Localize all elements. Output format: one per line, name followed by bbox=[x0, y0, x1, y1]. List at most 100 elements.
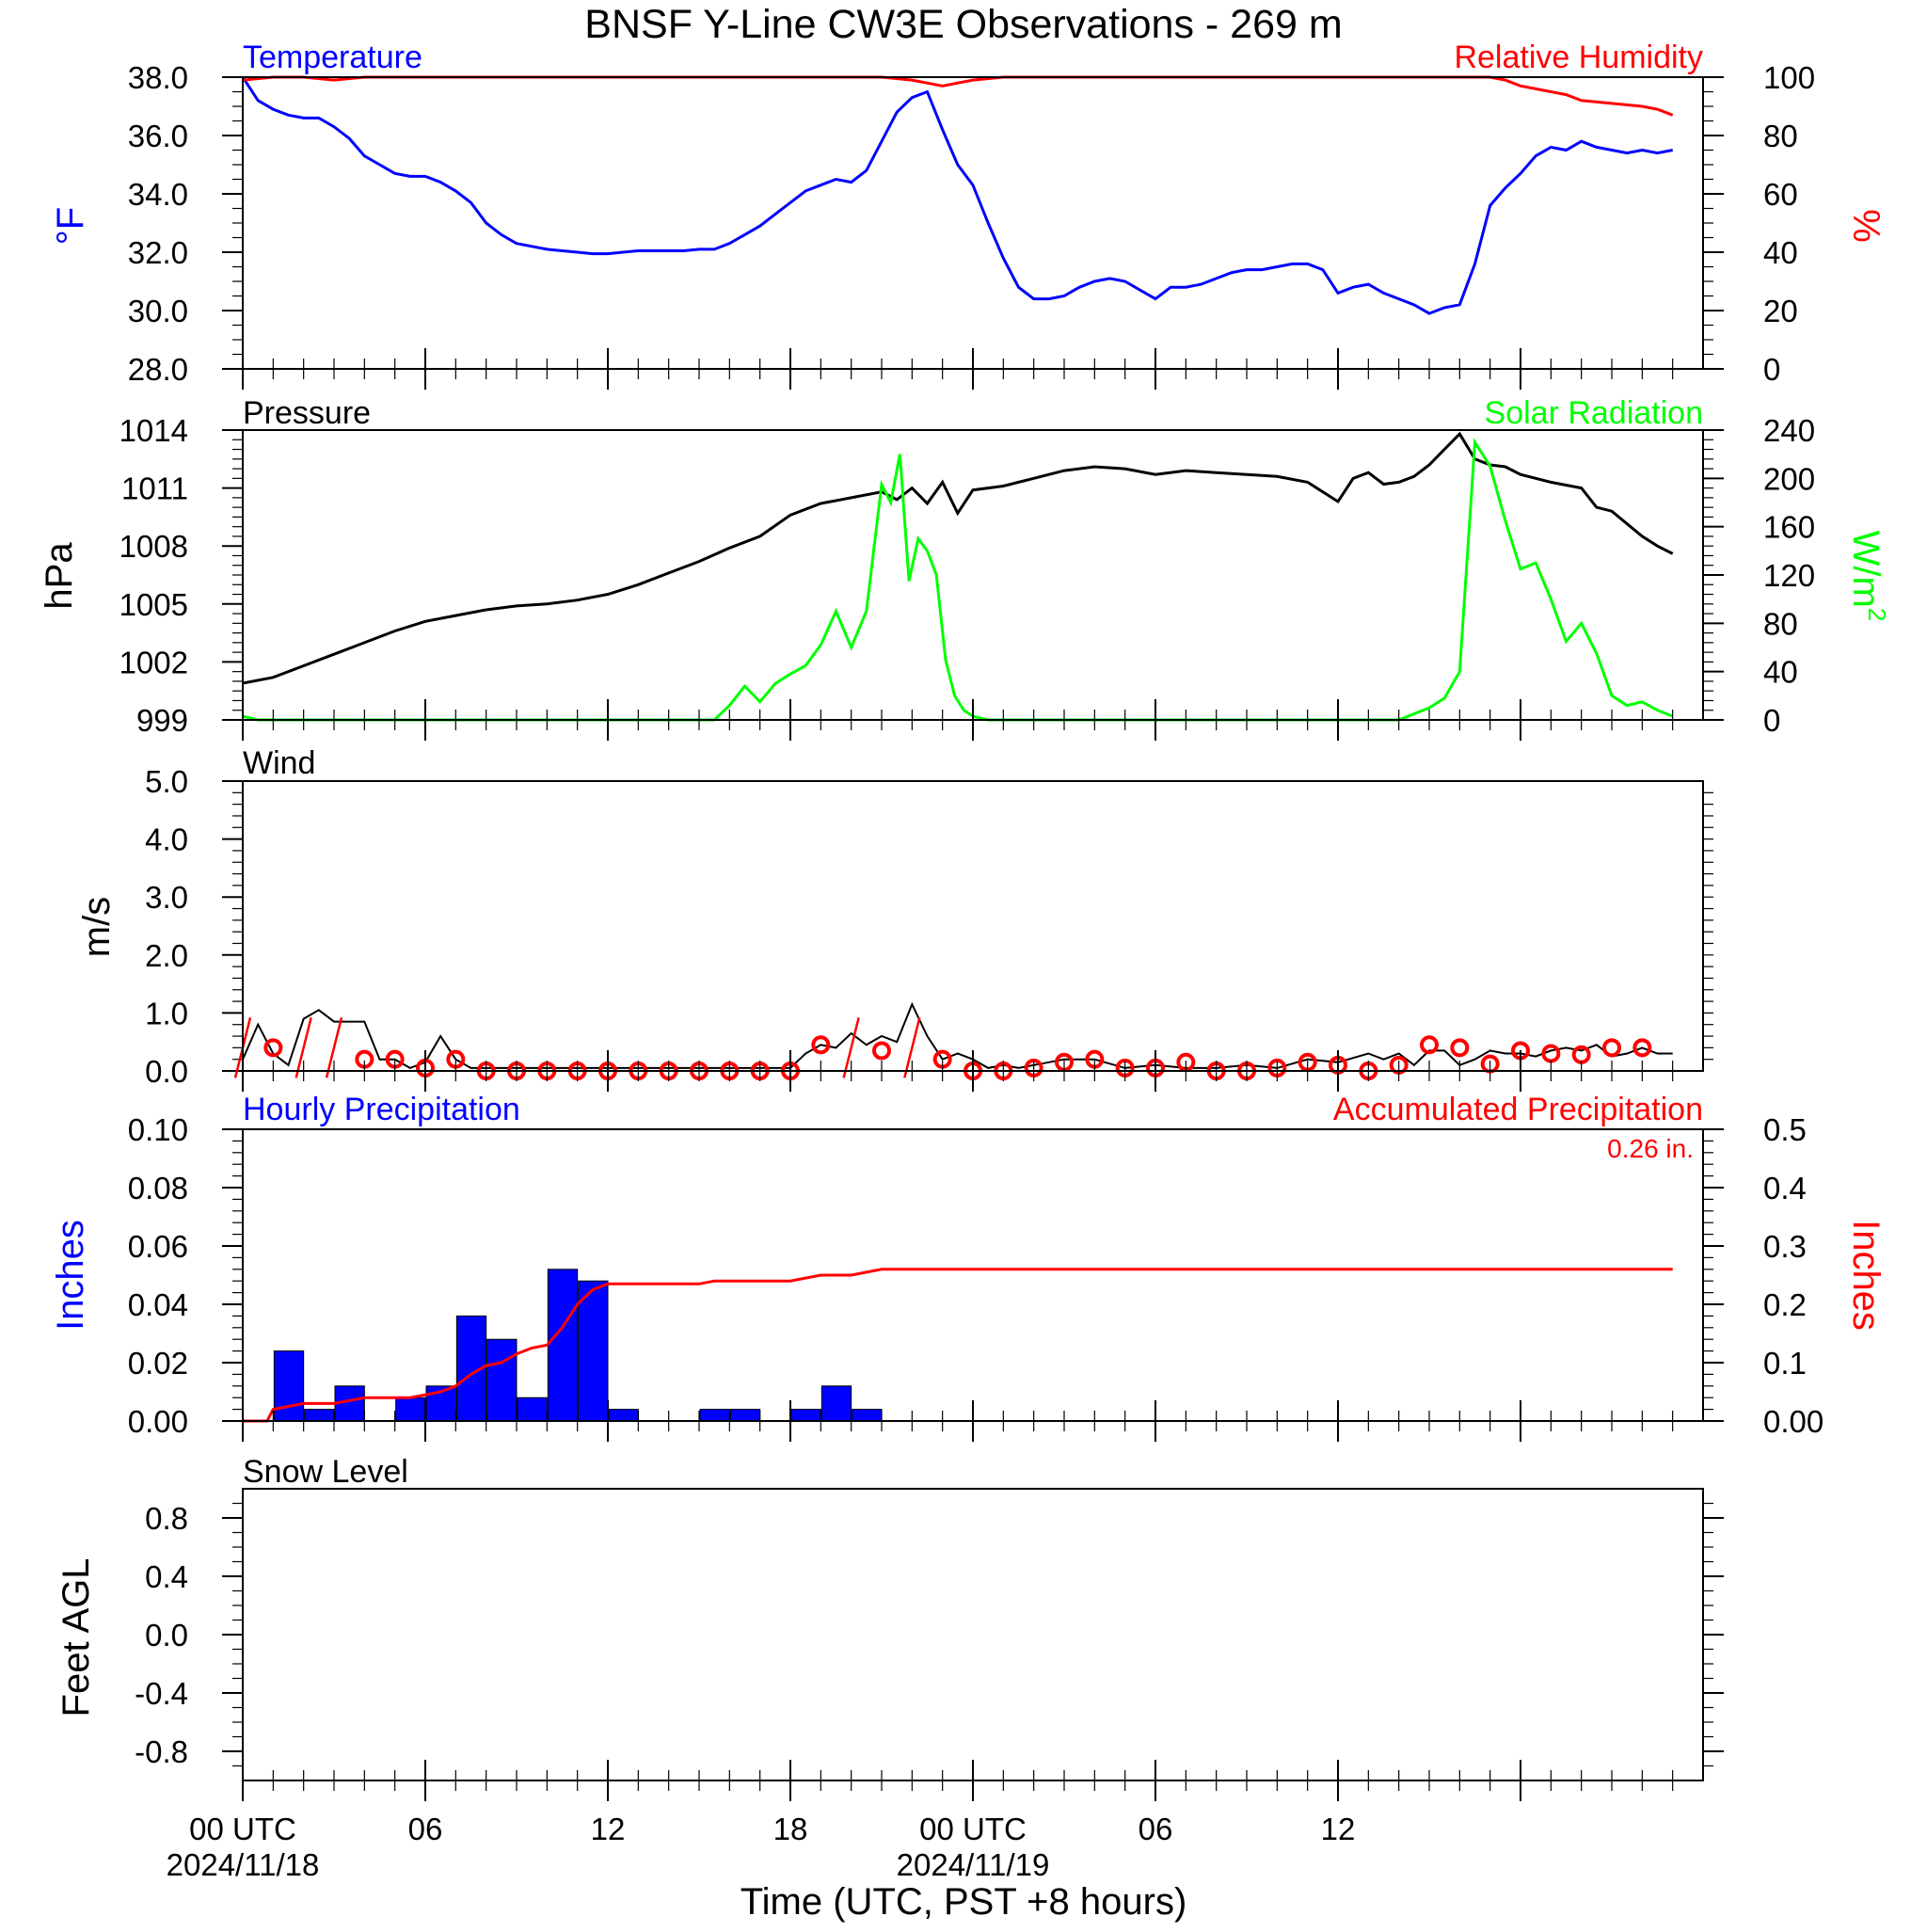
wind-calm-marker bbox=[1602, 1038, 1621, 1058]
y-tick-label: 160 bbox=[1763, 510, 1815, 545]
pressure-tick-labels: 1014 1011 1008 1005 1002 999 bbox=[119, 413, 243, 738]
pressure-minor-ticks bbox=[232, 439, 1713, 711]
time-axis-label: Time (UTC, PST +8 hours) bbox=[741, 1881, 1187, 1923]
solar-line bbox=[242, 438, 1674, 722]
y-tick-label: 1002 bbox=[119, 645, 188, 679]
y-tick-label: 40 bbox=[1763, 655, 1798, 690]
y-tick-label: 999 bbox=[136, 703, 188, 738]
x-tick-label: 18 bbox=[773, 1812, 808, 1846]
pressure-plot-frame bbox=[242, 429, 1704, 721]
y-tick-label: 0.00 bbox=[1763, 1404, 1823, 1439]
humidity-line bbox=[242, 75, 1674, 117]
wind-calm-marker bbox=[872, 1041, 891, 1061]
wind-calm-marker bbox=[811, 1035, 831, 1055]
y-tick-label: 0.3 bbox=[1763, 1229, 1807, 1264]
accum-precip-tick-labels: 0.5 0.4 0.3 0.2 0.1 0.00 bbox=[1703, 1112, 1823, 1439]
y-tick-label: 0.04 bbox=[128, 1287, 188, 1322]
precip-bar bbox=[547, 1269, 579, 1422]
x-tick-label: 00 UTC bbox=[189, 1812, 296, 1846]
precip-bar bbox=[608, 1409, 639, 1422]
wind-title: Wind bbox=[243, 745, 315, 781]
y-tick-label: 0.0 bbox=[145, 1618, 188, 1653]
y-tick-label: 30.0 bbox=[128, 294, 188, 328]
y-tick-label: 28.0 bbox=[128, 352, 188, 387]
precip-bar bbox=[578, 1280, 609, 1422]
humidity-tick-labels: 100 80 60 40 20 0 bbox=[1703, 60, 1815, 387]
y-tick-label: 36.0 bbox=[128, 119, 188, 153]
solar-tick-labels: 240 200 160 120 80 40 0 bbox=[1703, 413, 1815, 738]
x-tick-label: 06 bbox=[408, 1812, 443, 1846]
y-tick-label: 0.5 bbox=[1763, 1112, 1807, 1147]
y-tick-label: 1014 bbox=[119, 413, 188, 448]
y-tick-label: 0.4 bbox=[1763, 1171, 1807, 1206]
y-tick-label: 32.0 bbox=[128, 235, 188, 270]
y-tick-label: 80 bbox=[1763, 119, 1798, 153]
wind-calm-marker bbox=[1632, 1038, 1652, 1058]
precip-bar bbox=[395, 1397, 426, 1422]
y-tick-label: 120 bbox=[1763, 558, 1815, 593]
y-tick-label: 0.00 bbox=[128, 1404, 188, 1439]
y-tick-label: 20 bbox=[1763, 294, 1798, 328]
pressure-line bbox=[242, 431, 1674, 685]
y-tick-label: 1.0 bbox=[145, 996, 188, 1030]
x-tick-label: 12 bbox=[591, 1812, 626, 1846]
figure-title: BNSF Y-Line CW3E Observations - 269 m bbox=[584, 2, 1342, 47]
y-tick-label: -0.8 bbox=[135, 1734, 188, 1769]
snow-minor-ticks bbox=[232, 1502, 1713, 1767]
temperature-line bbox=[241, 76, 1673, 315]
y-tick-label: 0.10 bbox=[128, 1112, 188, 1147]
temperature-unit: °F bbox=[50, 207, 91, 245]
y-tick-label: 200 bbox=[1763, 461, 1815, 496]
pressure-panel: Pressure Solar Radiation 1014 1011 1008 100… bbox=[39, 395, 1891, 738]
snow-plot-frame bbox=[242, 1488, 1704, 1781]
y-tick-label: 4.0 bbox=[145, 822, 188, 857]
y-tick-label: 0.06 bbox=[128, 1229, 188, 1264]
temperature-minor-ticks bbox=[232, 90, 1713, 356]
y-tick-label: 0.0 bbox=[145, 1054, 188, 1089]
humidity-unit: % bbox=[1845, 209, 1887, 243]
snow-title: Snow Level bbox=[243, 1454, 408, 1490]
x-tick-label: 00 UTC bbox=[919, 1812, 1027, 1846]
humidity-title: Relative Humidity bbox=[1454, 40, 1703, 75]
pressure-unit: hPa bbox=[39, 542, 80, 610]
time-axis-ticks bbox=[242, 348, 1674, 1801]
wind-calm-marker bbox=[1420, 1035, 1439, 1055]
snow-tick-labels: 0.8 0.4 0.0 -0.4 -0.8 bbox=[135, 1501, 1724, 1769]
precip-minor-ticks bbox=[232, 1140, 1713, 1411]
accum-precip-title: Accumulated Precipitation bbox=[1333, 1092, 1703, 1127]
temperature-title: Temperature bbox=[243, 40, 422, 75]
wind-barb bbox=[325, 1017, 343, 1078]
temperature-panel: Temperature Relative Humidity 38.0 36.0 34… bbox=[50, 40, 1887, 387]
precip-panel: Hourly Precipitation Accumulated Precipi… bbox=[50, 1092, 1887, 1439]
solar-unit: W/m2 bbox=[1845, 531, 1891, 622]
wind-tick-labels: 5.0 4.0 3.0 2.0 1.0 0.0 bbox=[145, 764, 243, 1089]
precip-bars bbox=[273, 1269, 883, 1422]
precip-bar bbox=[699, 1409, 730, 1422]
wind-barb bbox=[903, 1017, 921, 1078]
precip-bar bbox=[486, 1338, 518, 1422]
y-tick-label: 0.08 bbox=[128, 1171, 188, 1206]
hourly-precip-title: Hourly Precipitation bbox=[243, 1092, 520, 1127]
accum-precip-unit: Inches bbox=[1845, 1220, 1887, 1331]
solar-title: Solar Radiation bbox=[1485, 395, 1703, 431]
y-tick-label: 5.0 bbox=[145, 764, 188, 799]
precip-bar bbox=[790, 1409, 821, 1422]
y-tick-label: 40 bbox=[1763, 235, 1798, 270]
precip-bar bbox=[304, 1409, 335, 1422]
temperature-plot-frame bbox=[242, 76, 1704, 370]
hourly-precip-tick-labels: 0.10 0.08 0.06 0.04 0.02 0.00 bbox=[128, 1112, 243, 1439]
accum-precip-line bbox=[243, 1268, 1673, 1423]
y-tick-label: 0.2 bbox=[1763, 1287, 1807, 1322]
x-tick-date-label: 2024/11/18 bbox=[167, 1847, 320, 1882]
wind-speed-line bbox=[242, 1001, 1673, 1070]
wind-calm-marker bbox=[1571, 1045, 1591, 1064]
y-tick-label: 0.8 bbox=[145, 1501, 188, 1536]
x-tick-date-label: 2024/11/19 bbox=[897, 1847, 1050, 1882]
y-tick-label: 1008 bbox=[119, 529, 188, 564]
y-tick-label: 0.4 bbox=[145, 1559, 188, 1594]
pressure-title: Pressure bbox=[243, 395, 371, 431]
y-tick-label: -0.4 bbox=[135, 1676, 188, 1711]
y-tick-label: 0 bbox=[1763, 703, 1780, 738]
